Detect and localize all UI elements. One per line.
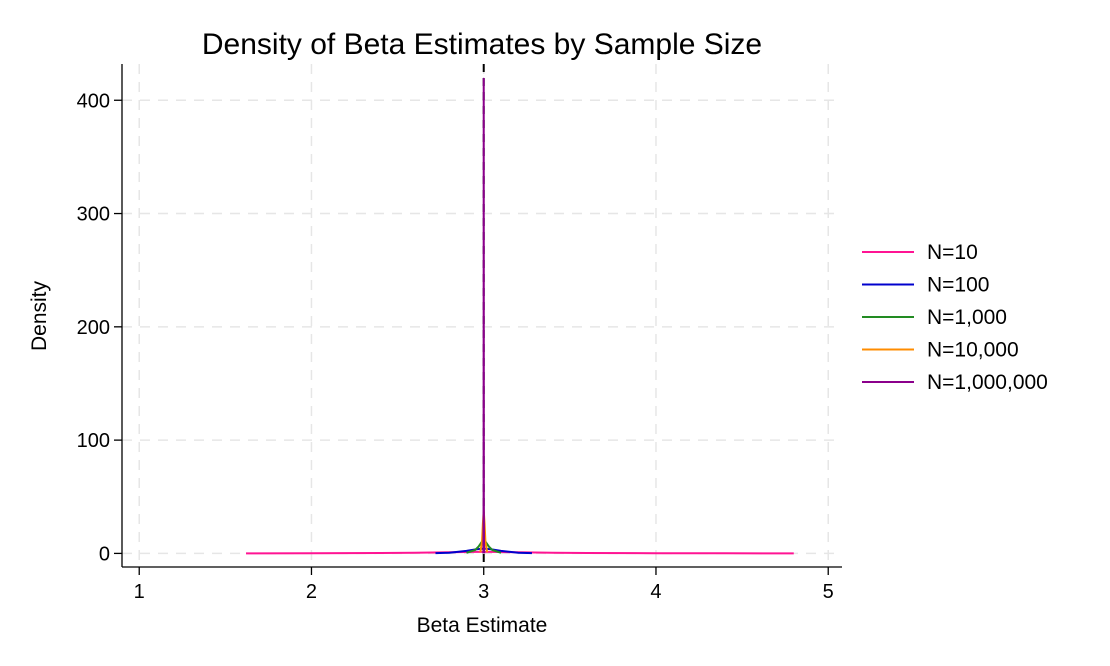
series-group	[246, 77, 794, 555]
legend-label-4: N=1,000,000	[927, 371, 1048, 394]
y-axis-title: Density	[28, 280, 51, 351]
series-line-4	[482, 77, 486, 554]
chart-title: Density of Beta Estimates by Sample Size	[202, 28, 762, 61]
x-axis-title: Beta Estimate	[417, 614, 548, 637]
legend-label-2: N=1,000	[927, 306, 1007, 329]
y-tick-label: 200	[77, 317, 110, 339]
y-tick-label: 0	[99, 543, 110, 565]
legend: N=10 N=100 N=1,000 N=10,000 N=1,000,000	[862, 241, 1048, 394]
legend-label-1: N=100	[927, 274, 989, 297]
legend-label-3: N=10,000	[927, 339, 1019, 362]
x-tick-label: 2	[306, 581, 317, 603]
x-tick-label: 4	[650, 581, 661, 603]
x-axis-ticks: 1 2 3 4 5	[134, 567, 834, 603]
legend-label-0: N=10	[927, 241, 978, 264]
grid-lines	[122, 64, 842, 567]
y-tick-label: 300	[77, 204, 110, 226]
x-tick-label: 1	[134, 581, 145, 603]
x-tick-label: 5	[823, 581, 834, 603]
y-tick-label: 100	[77, 430, 110, 452]
axes	[121, 64, 842, 568]
y-axis-ticks: 0 100 200 300 400	[77, 90, 122, 565]
x-tick-label: 3	[478, 581, 489, 603]
y-tick-label: 400	[77, 90, 110, 112]
